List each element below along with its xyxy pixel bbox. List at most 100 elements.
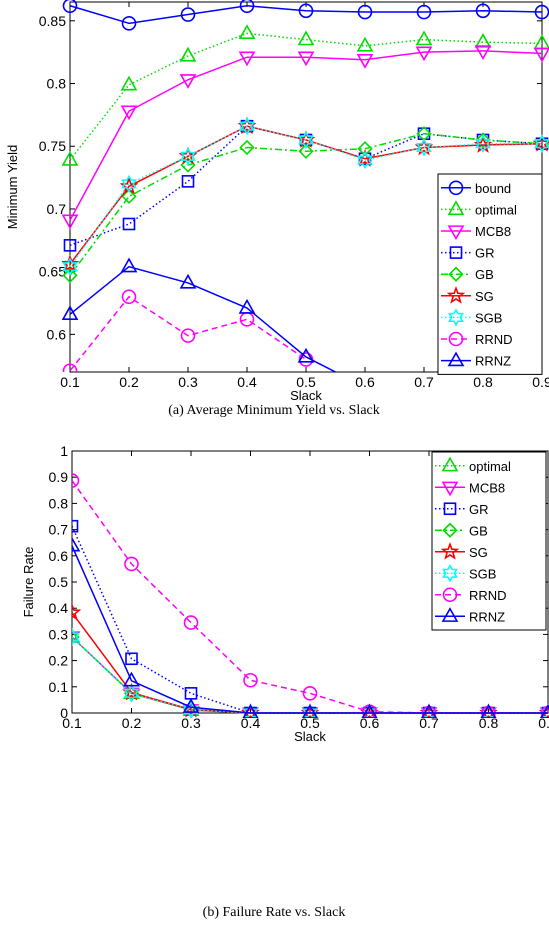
- data-point-RRNZ: [242, 703, 259, 718]
- data-point-optimal: [297, 30, 315, 46]
- y-tick-label: 0.75: [39, 138, 66, 154]
- legend-entry-SG: SG: [469, 545, 488, 560]
- legend-marker-optimal: [441, 456, 459, 472]
- data-point-GR: [181, 175, 195, 188]
- data-point-GB: [357, 141, 373, 157]
- data-point-MCB8: [297, 51, 315, 67]
- legend-entry-SGB: SGB: [475, 310, 502, 325]
- data-point-bound: [357, 4, 373, 20]
- y-tick-label: 0.3: [49, 626, 69, 642]
- data-point-RRND: [243, 672, 258, 688]
- data-point-SGB: [302, 703, 318, 718]
- legend-marker-GR: [443, 502, 457, 516]
- data-point-SGB: [540, 703, 549, 718]
- data-point-RRND: [183, 615, 199, 630]
- data-point-SG: [72, 602, 82, 621]
- data-point-GB: [121, 188, 137, 205]
- data-point-GB: [72, 629, 80, 645]
- data-point-optimal: [120, 75, 138, 91]
- data-point-RRNZ: [421, 703, 437, 718]
- data-point-GR: [122, 217, 136, 231]
- legend-marker-GB: [448, 266, 464, 282]
- x-tick-label: 0.5: [296, 374, 316, 390]
- legend-entry-SGB: SGB: [469, 566, 496, 581]
- data-point-bound: [180, 7, 196, 22]
- data-point-GR: [125, 652, 138, 666]
- y-tick-label: 0.65: [39, 264, 66, 280]
- y-axis-label: Minimum Yield: [5, 145, 20, 230]
- legend-marker-optimal: [447, 200, 465, 216]
- legend-entry-SG: SG: [475, 289, 494, 304]
- data-point-optimal: [123, 684, 140, 700]
- x-tick-label: 0.2: [122, 715, 142, 731]
- legend-entry-optimal: optimal: [475, 202, 517, 217]
- data-point-optimal: [179, 46, 197, 62]
- y-tick-label: 0.8: [49, 495, 69, 511]
- x-tick-label: 0.3: [181, 715, 201, 731]
- data-point-optimal: [415, 30, 433, 46]
- legend-entry-RRNZ: RRNZ: [475, 354, 511, 369]
- data-point-RRNZ: [361, 703, 378, 718]
- data-point-SGB: [416, 138, 432, 157]
- chart-caption-a: (a) Average Minimum Yield vs. Slack: [168, 403, 380, 418]
- data-point-RRND: [302, 686, 318, 701]
- data-point-RRNZ: [123, 671, 140, 687]
- data-point-GR: [63, 239, 77, 252]
- data-point-RRNZ: [480, 703, 497, 718]
- legend-entry-bound: bound: [475, 181, 511, 196]
- legend-entry-GR: GR: [475, 246, 495, 261]
- legend-marker-SG: [446, 286, 466, 304]
- data-point-RRNZ: [62, 305, 79, 320]
- data-point-MCB8: [120, 105, 138, 121]
- x-axis-label: Slack: [294, 729, 326, 744]
- legend-marker-MCB8: [441, 481, 459, 497]
- data-point-GB: [298, 143, 314, 159]
- y-tick-label: 0.7: [49, 522, 69, 538]
- data-point-optimal: [72, 627, 81, 643]
- data-point-RRNZ: [120, 257, 138, 273]
- data-point-SGB: [298, 130, 314, 150]
- legend: bound optimal MCB8 GR GB SG SGB RRND RRNZ: [437, 173, 543, 375]
- data-point-RRND: [72, 473, 80, 488]
- series-line-MCB8: [69, 50, 543, 221]
- data-point-MCB8: [474, 45, 492, 61]
- y-tick-label: 0.6: [49, 548, 69, 564]
- data-point-RRNZ: [297, 347, 315, 363]
- data-point-GB: [475, 132, 491, 148]
- x-tick-label: 0.9: [538, 715, 549, 731]
- data-point-GB: [62, 267, 78, 284]
- legend-marker-RRND: [442, 587, 458, 603]
- data-point-SGB: [62, 257, 78, 276]
- legend-marker-RRNZ: [441, 607, 459, 622]
- data-point-RRND: [180, 328, 196, 343]
- y-tick-label: 0.85: [39, 13, 66, 29]
- data-point-MCB8: [72, 631, 81, 647]
- data-point-RRNZ: [72, 536, 81, 552]
- legend-entry-MCB8: MCB8: [469, 480, 505, 495]
- chart-caption-b: (b) Failure Rate vs. Slack: [203, 905, 346, 920]
- data-point-SGB: [72, 627, 80, 647]
- x-tick-label: 0.8: [473, 374, 493, 390]
- legend-entry-GR: GR: [469, 502, 489, 517]
- y-tick-label: 0: [60, 705, 68, 721]
- legend-marker-GB: [442, 522, 458, 538]
- data-point-GR: [72, 519, 79, 533]
- data-point-MCB8: [62, 214, 79, 230]
- data-point-SGB: [480, 703, 497, 718]
- y-axis-label: Failure Rate: [21, 547, 36, 618]
- y-tick-label: 0.2: [49, 653, 69, 669]
- y-tick-label: 0.6: [47, 326, 67, 342]
- y-tick-label: 0.5: [49, 574, 69, 590]
- x-tick-label: 0.7: [414, 374, 434, 390]
- y-tick-label: 0.8: [47, 76, 67, 92]
- legend-marker-GR: [449, 246, 463, 259]
- legend-marker-MCB8: [447, 225, 465, 241]
- data-point-RRNZ: [238, 298, 256, 314]
- data-point-GB: [239, 139, 255, 156]
- data-point-MCB8: [415, 46, 433, 62]
- legend-marker-SGB: [448, 308, 464, 327]
- data-point-SGB: [475, 134, 491, 153]
- minimum-yield-chart: 0.1 0.2 0.3 0.4 0.5 0.6 0.7 0.8 0.9 0.6 0.65 0.7 0.7…: [5, 0, 549, 403]
- data-point-bound: [416, 4, 432, 20]
- data-point-SGB: [357, 150, 373, 170]
